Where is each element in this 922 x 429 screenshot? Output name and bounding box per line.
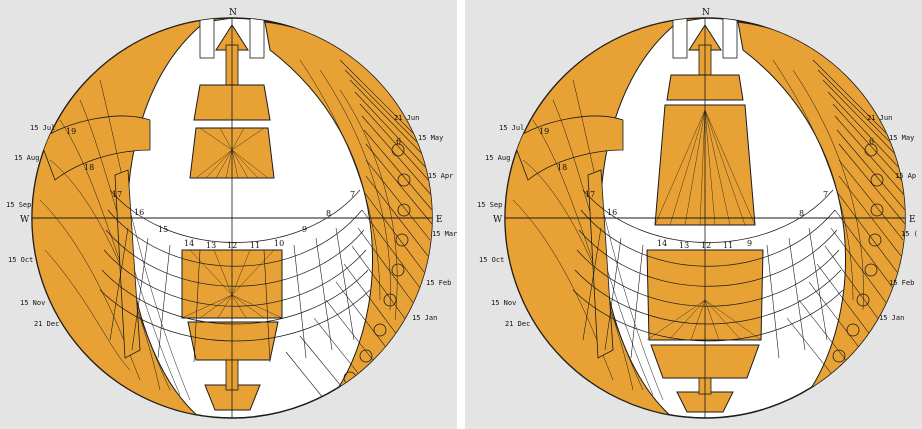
hour-label: 14 bbox=[184, 239, 194, 248]
month-label: 15 Apr bbox=[428, 172, 453, 180]
month-label: 15 Mar bbox=[432, 230, 457, 238]
hour-label: 12 bbox=[227, 241, 237, 250]
hour-label: 17 bbox=[112, 190, 122, 199]
hour-label: 13 bbox=[206, 241, 216, 250]
hour-label: 7 bbox=[350, 190, 355, 199]
month-label: 15 Jul bbox=[499, 124, 524, 132]
hour-label: 18 bbox=[557, 163, 567, 172]
east-label: E bbox=[436, 215, 443, 225]
month-label: 15 Aug bbox=[14, 154, 39, 162]
west-label: W bbox=[493, 215, 503, 225]
month-label: 15 Sep bbox=[477, 201, 502, 209]
hour-label: 6 bbox=[869, 137, 874, 146]
hour-label: 16 bbox=[607, 208, 617, 217]
west-label: W bbox=[20, 215, 30, 225]
hour-label: 7 bbox=[823, 190, 828, 199]
sunpath-diagram-right: N W E 15 Jul 15 Aug 15 Sep 15 Oct 15 Nov… bbox=[477, 8, 918, 419]
sun-path-curves bbox=[99, 189, 371, 342]
month-label: 15 Sep bbox=[6, 201, 31, 209]
hour-label: 18 bbox=[84, 163, 94, 172]
hour-label: 15 bbox=[158, 225, 168, 234]
month-label: 15 Aug bbox=[485, 154, 510, 162]
sunpath-panel-left: N W E 15 Jul 15 Aug 15 Sep 15 Oct 15 Nov… bbox=[0, 0, 457, 429]
month-label: 21 Dec bbox=[505, 320, 530, 328]
hour-label: 11 bbox=[723, 241, 733, 250]
month-label: 15 Jan bbox=[879, 314, 904, 322]
month-label: 21 Jun bbox=[394, 114, 419, 122]
month-label: 21 Jun bbox=[867, 114, 892, 122]
hour-label: 6 bbox=[396, 137, 401, 146]
obstruction-hull bbox=[204, 384, 261, 411]
sunpath-panel-right: N W E 15 Jul 15 Aug 15 Sep 15 Oct 15 Nov… bbox=[465, 0, 922, 429]
month-label: 15 ( bbox=[901, 230, 918, 238]
month-label: 15 May bbox=[889, 134, 914, 142]
hour-label: 10 bbox=[274, 239, 284, 248]
month-label: 15 Oct bbox=[479, 256, 504, 264]
month-label: 15 Nov bbox=[491, 299, 516, 307]
month-label: 15 May bbox=[418, 134, 443, 142]
hour-label: 17 bbox=[585, 190, 595, 199]
north-label: N bbox=[702, 8, 710, 18]
hour-label: 11 bbox=[250, 241, 260, 250]
north-label: N bbox=[229, 8, 237, 18]
sunpath-diagram-left: N W E 15 Jul 15 Aug 15 Sep 15 Oct 15 Nov… bbox=[6, 8, 457, 419]
month-label: 15 Feb bbox=[889, 279, 914, 287]
east-label: E bbox=[909, 215, 916, 225]
month-label: 15 Feb bbox=[426, 279, 451, 287]
month-label: 15 Jul bbox=[30, 124, 55, 132]
month-label: 21 Dec bbox=[34, 320, 59, 328]
hour-label: 12 bbox=[701, 241, 711, 250]
month-label: 15 Nov bbox=[20, 299, 45, 307]
hour-label: 8 bbox=[799, 209, 804, 218]
hour-label: 14 bbox=[657, 239, 667, 248]
month-label: 15 Jan bbox=[412, 314, 437, 322]
hour-label: 13 bbox=[679, 241, 689, 250]
month-label: 15 Ap bbox=[895, 172, 916, 180]
month-label: 15 Oct bbox=[8, 256, 33, 264]
hour-label: 19 bbox=[66, 127, 76, 136]
hour-label: 8 bbox=[326, 209, 331, 218]
hour-label: 9 bbox=[302, 225, 307, 234]
hour-label: 19 bbox=[539, 127, 549, 136]
hour-label: 9 bbox=[747, 239, 752, 248]
hour-label: 16 bbox=[134, 208, 144, 217]
